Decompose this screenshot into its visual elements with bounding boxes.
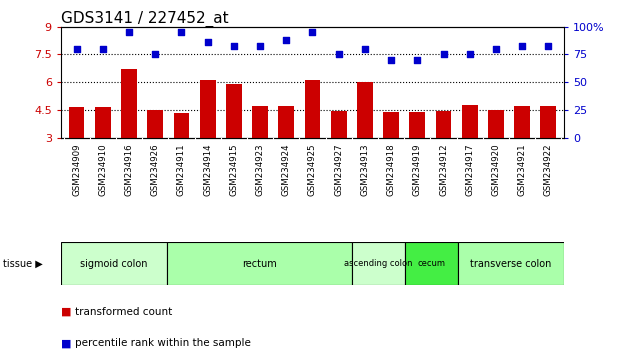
Bar: [174, 113, 189, 138]
Text: rectum: rectum: [242, 259, 277, 269]
Bar: [405, 242, 458, 285]
Bar: [278, 107, 294, 138]
Point: [517, 43, 528, 48]
Point: [97, 46, 108, 52]
Text: GSM234926: GSM234926: [151, 143, 160, 196]
Text: GSM234923: GSM234923: [256, 143, 265, 196]
Bar: [514, 107, 530, 138]
Point: [176, 29, 187, 35]
Point: [203, 39, 213, 45]
Bar: [252, 105, 268, 138]
Point: [150, 52, 160, 57]
Point: [333, 52, 344, 57]
Text: GSM234920: GSM234920: [492, 143, 501, 196]
Text: transformed count: transformed count: [75, 307, 172, 316]
Bar: [200, 80, 215, 138]
Bar: [540, 107, 556, 138]
Point: [543, 43, 553, 48]
Text: GSM234912: GSM234912: [439, 143, 448, 196]
Text: cecum: cecum: [418, 259, 445, 268]
Bar: [462, 105, 478, 138]
Bar: [167, 242, 352, 285]
Point: [281, 37, 292, 43]
Text: ascending colon: ascending colon: [344, 259, 413, 268]
Point: [255, 43, 265, 48]
Text: GSM234927: GSM234927: [334, 143, 343, 196]
Text: GSM234919: GSM234919: [413, 143, 422, 196]
Bar: [121, 69, 137, 138]
Text: sigmoid colon: sigmoid colon: [80, 259, 147, 269]
Bar: [147, 110, 163, 138]
Point: [412, 57, 422, 63]
Text: ■: ■: [61, 307, 71, 316]
Bar: [331, 111, 347, 138]
Point: [465, 52, 475, 57]
Point: [386, 57, 396, 63]
Bar: [436, 111, 451, 138]
Text: GSM234925: GSM234925: [308, 143, 317, 196]
Point: [438, 52, 449, 57]
Point: [491, 46, 501, 52]
Text: GSM234915: GSM234915: [229, 143, 238, 196]
Text: GSM234922: GSM234922: [544, 143, 553, 196]
Bar: [352, 242, 405, 285]
Bar: [488, 110, 504, 138]
Bar: [410, 112, 425, 138]
Text: GDS3141 / 227452_at: GDS3141 / 227452_at: [61, 11, 229, 27]
Text: GSM234909: GSM234909: [72, 143, 81, 196]
Text: ■: ■: [61, 338, 71, 348]
Text: GSM234921: GSM234921: [518, 143, 527, 196]
Point: [360, 46, 370, 52]
Text: GSM234913: GSM234913: [360, 143, 369, 196]
Point: [308, 29, 318, 35]
Point: [229, 43, 239, 48]
Text: GSM234916: GSM234916: [124, 143, 133, 196]
Bar: [304, 80, 320, 138]
Text: GSM234924: GSM234924: [282, 143, 291, 196]
Text: GSM234917: GSM234917: [465, 143, 474, 196]
Bar: [357, 82, 373, 138]
Text: percentile rank within the sample: percentile rank within the sample: [75, 338, 251, 348]
Text: GSM234918: GSM234918: [387, 143, 395, 196]
Bar: [69, 107, 85, 138]
Text: GSM234911: GSM234911: [177, 143, 186, 196]
Text: GSM234914: GSM234914: [203, 143, 212, 196]
Bar: [458, 242, 564, 285]
Bar: [61, 242, 167, 285]
Point: [72, 46, 82, 52]
Bar: [95, 107, 111, 138]
Text: GSM234910: GSM234910: [98, 143, 107, 196]
Bar: [226, 84, 242, 138]
Text: tissue ▶: tissue ▶: [3, 259, 43, 269]
Text: transverse colon: transverse colon: [470, 259, 552, 269]
Bar: [383, 112, 399, 138]
Point: [124, 29, 134, 35]
